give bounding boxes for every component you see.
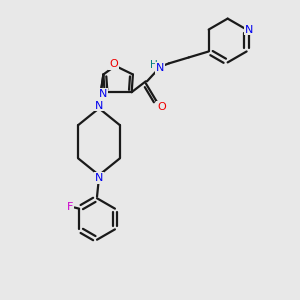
Text: N: N [155, 63, 164, 73]
Text: O: O [109, 59, 118, 69]
Text: N: N [244, 25, 253, 34]
Text: N: N [98, 89, 107, 99]
Text: N: N [95, 173, 103, 183]
Text: H: H [150, 60, 158, 70]
Text: O: O [157, 102, 166, 112]
Text: F: F [67, 202, 74, 212]
Text: N: N [95, 100, 103, 110]
